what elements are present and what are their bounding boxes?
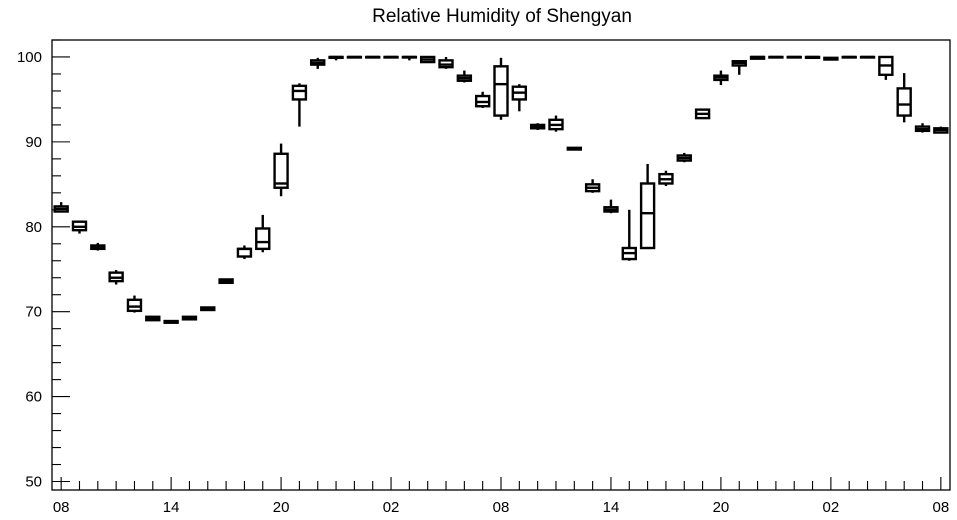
box-hour-22 bbox=[456, 70, 473, 83]
box-hour-35 bbox=[694, 108, 711, 120]
x-tick-label: 08 bbox=[932, 499, 949, 516]
box-hour-9 bbox=[218, 278, 234, 285]
y-tick-label: 90 bbox=[25, 134, 42, 151]
y-tick-label: 50 bbox=[25, 474, 42, 491]
box-hour-16 bbox=[346, 55, 363, 59]
box-hour-3 bbox=[108, 270, 124, 285]
box-hour-6 bbox=[163, 319, 179, 324]
box-iqr bbox=[291, 84, 308, 101]
box-hour-39 bbox=[768, 55, 784, 59]
box-hour-12 bbox=[273, 143, 289, 197]
x-tick-label: 20 bbox=[713, 499, 730, 516]
x-tick-label: 02 bbox=[383, 499, 400, 516]
box-hour-15 bbox=[328, 55, 344, 61]
box-hour-45 bbox=[878, 55, 894, 80]
box-iqr bbox=[273, 152, 289, 189]
box-hour-5 bbox=[145, 315, 161, 322]
box-iqr bbox=[255, 227, 271, 251]
box-iqr bbox=[639, 182, 656, 250]
x-tick-label: 14 bbox=[603, 499, 620, 516]
box-iqr bbox=[493, 65, 509, 117]
box-hour-34 bbox=[676, 152, 692, 163]
box-iqr bbox=[126, 298, 143, 313]
box-hour-37 bbox=[731, 60, 747, 75]
box-hour-24 bbox=[493, 57, 509, 120]
x-tick-label: 08 bbox=[493, 499, 510, 516]
box-hour-32 bbox=[639, 163, 656, 250]
x-tick-label: 08 bbox=[53, 499, 70, 516]
box-hour-46 bbox=[896, 73, 912, 123]
box-hour-36 bbox=[713, 70, 729, 85]
box-hour-41 bbox=[804, 55, 821, 60]
box-hour-1 bbox=[71, 220, 88, 234]
y-tick-label: 70 bbox=[25, 304, 42, 321]
box-hour-2 bbox=[90, 242, 106, 251]
box-hour-20 bbox=[419, 55, 436, 64]
box-hour-17 bbox=[365, 55, 381, 59]
box-series bbox=[53, 55, 949, 324]
x-tick-label: 02 bbox=[823, 499, 840, 516]
box-hour-29 bbox=[584, 179, 601, 193]
box-hour-13 bbox=[291, 83, 308, 127]
box-hour-0 bbox=[53, 202, 69, 213]
chart-title: Relative Humidity of Shengyan bbox=[372, 6, 632, 27]
box-hour-44 bbox=[859, 55, 876, 59]
box-hour-14 bbox=[310, 57, 326, 69]
box-hour-7 bbox=[181, 315, 198, 321]
y-tick-label: 60 bbox=[25, 389, 42, 406]
box-hour-4 bbox=[126, 295, 143, 313]
box-hour-42 bbox=[823, 56, 839, 61]
box-hour-8 bbox=[200, 306, 216, 312]
box-hour-47 bbox=[914, 123, 931, 133]
box-iqr bbox=[896, 87, 912, 117]
box-hour-25 bbox=[511, 84, 528, 112]
box-hour-18 bbox=[383, 55, 399, 59]
box-hour-31 bbox=[621, 209, 637, 261]
y-tick-label: 100 bbox=[17, 49, 42, 66]
box-hour-30 bbox=[603, 199, 619, 214]
box-hour-11 bbox=[255, 214, 271, 253]
x-tick-label: 20 bbox=[273, 499, 290, 516]
box-hour-27 bbox=[548, 115, 564, 132]
box-hour-26 bbox=[529, 123, 546, 130]
box-hour-48 bbox=[933, 126, 949, 134]
box-hour-19 bbox=[401, 55, 418, 61]
box-hour-21 bbox=[438, 56, 454, 69]
box-hour-28 bbox=[566, 146, 583, 151]
box-hour-40 bbox=[786, 55, 802, 59]
box-hour-43 bbox=[841, 55, 857, 59]
box-hour-23 bbox=[474, 91, 491, 108]
box-hour-10 bbox=[236, 245, 253, 260]
x-tick-label: 14 bbox=[163, 499, 180, 516]
y-tick-label: 80 bbox=[25, 219, 42, 236]
x-axis: 08 14 20 02 08 14 20 02 08 bbox=[53, 477, 949, 516]
box-hour-38 bbox=[749, 55, 766, 60]
box-hour-33 bbox=[658, 170, 674, 187]
y-axis: 50 60 70 80 90 100 bbox=[17, 39, 70, 491]
